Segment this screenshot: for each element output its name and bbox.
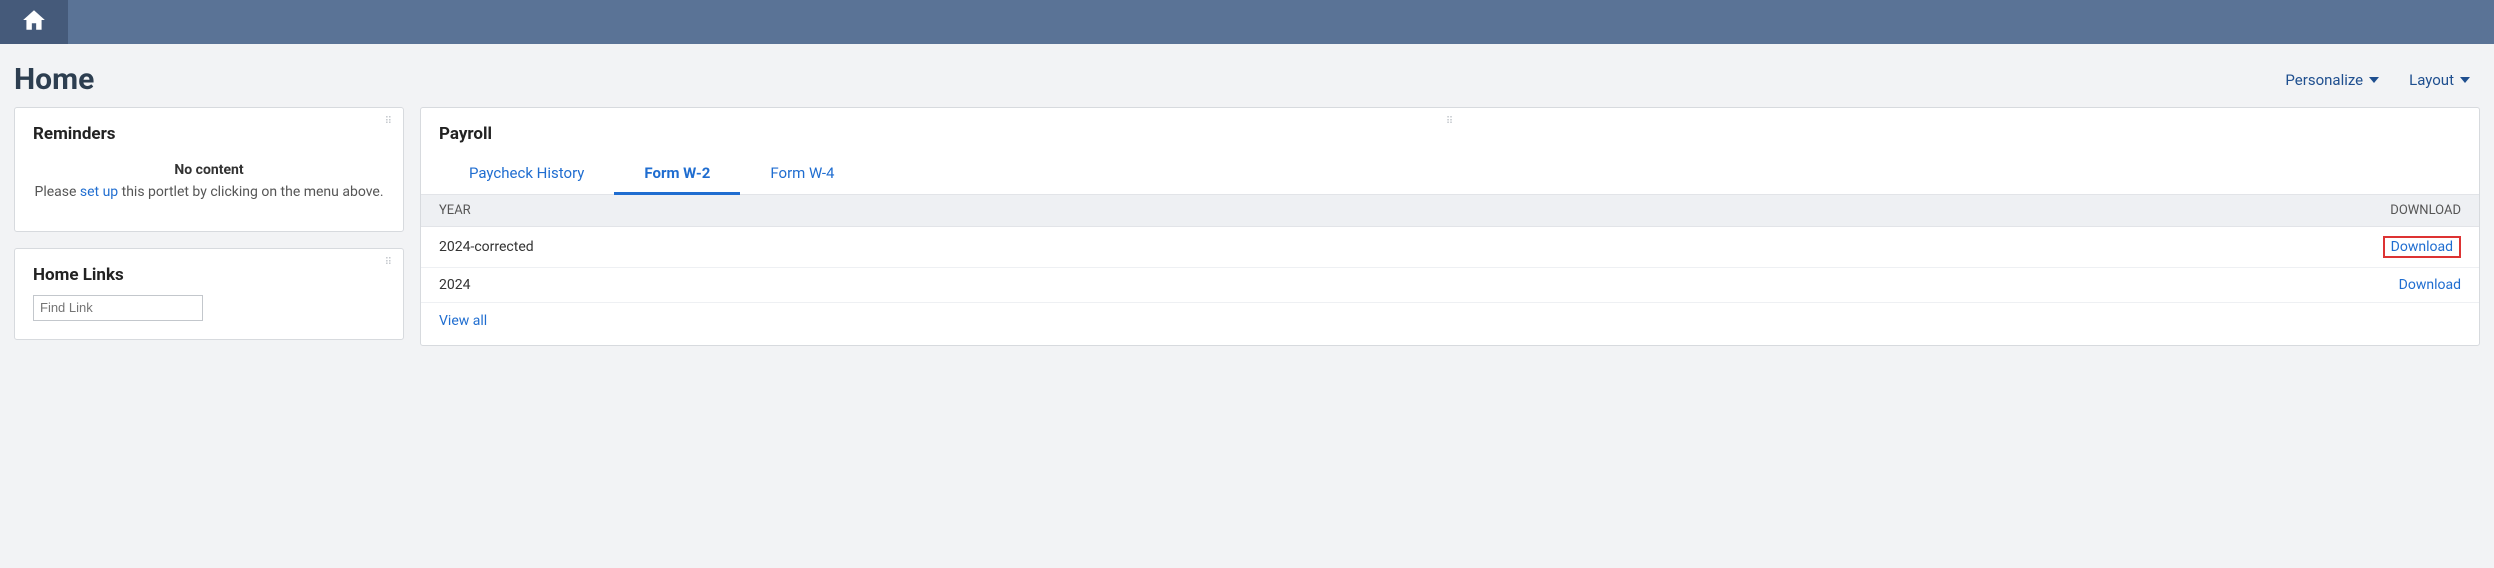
payroll-title: Payroll <box>421 108 2479 154</box>
left-column: ⠿ Reminders No content Please set up thi… <box>14 107 404 340</box>
table-row: 2024 Download <box>421 268 2479 303</box>
col-download: DOWNLOAD <box>1519 195 2479 227</box>
drag-handle-icon[interactable]: ⠿ <box>385 116 393 127</box>
right-column: ⠿ Payroll Paycheck History Form W-2 Form… <box>420 107 2480 346</box>
chevron-down-icon <box>2460 77 2470 83</box>
setup-link[interactable]: set up <box>80 184 118 200</box>
no-content-label: No content <box>31 160 387 180</box>
cell-year: 2024-corrected <box>421 227 1519 268</box>
reminders-portlet: ⠿ Reminders No content Please set up thi… <box>14 107 404 232</box>
tab-paycheck-history[interactable]: Paycheck History <box>439 154 614 195</box>
content-area: ⠿ Reminders No content Please set up thi… <box>0 107 2494 360</box>
view-all-link[interactable]: View all <box>439 313 487 329</box>
reminders-title: Reminders <box>15 108 403 154</box>
col-year: YEAR <box>421 195 1519 227</box>
find-link-input[interactable] <box>33 295 203 321</box>
payroll-tabs: Paycheck History Form W-2 Form W-4 <box>421 154 2479 195</box>
home-icon <box>21 7 47 37</box>
download-link[interactable]: Download <box>2399 277 2461 293</box>
cell-download: Download <box>1519 227 2479 268</box>
tab-form-w4[interactable]: Form W-4 <box>740 154 864 195</box>
personalize-menu[interactable]: Personalize <box>2285 71 2379 89</box>
payroll-portlet: ⠿ Payroll Paycheck History Form W-2 Form… <box>420 107 2480 346</box>
nav-home-button[interactable] <box>0 0 68 44</box>
homelinks-title: Home Links <box>15 249 403 295</box>
reminders-hint-prefix: Please <box>34 184 79 200</box>
cell-year: 2024 <box>421 268 1519 303</box>
drag-handle-icon[interactable]: ⠿ <box>1446 116 1454 127</box>
drag-handle-icon[interactable]: ⠿ <box>385 257 393 268</box>
homelinks-portlet: ⠿ Home Links <box>14 248 404 340</box>
reminders-hint-suffix: this portlet by clicking on the menu abo… <box>118 184 383 200</box>
header-actions: Personalize Layout <box>2285 71 2480 89</box>
cell-download: Download <box>1519 268 2479 303</box>
chevron-down-icon <box>2369 77 2379 83</box>
w2-table: YEAR DOWNLOAD 2024-corrected Download 20… <box>421 195 2479 303</box>
download-link[interactable]: Download <box>2383 236 2461 258</box>
table-row: 2024-corrected Download <box>421 227 2479 268</box>
layout-label: Layout <box>2409 71 2454 89</box>
top-nav-bar <box>0 0 2494 44</box>
view-all-container: View all <box>421 303 2479 345</box>
layout-menu[interactable]: Layout <box>2409 71 2470 89</box>
table-header-row: YEAR DOWNLOAD <box>421 195 2479 227</box>
reminders-body: No content Please set up this portlet by… <box>15 154 403 231</box>
homelinks-body <box>15 295 403 339</box>
personalize-label: Personalize <box>2285 71 2363 89</box>
page-header: Home Personalize Layout <box>0 44 2494 107</box>
page-title: Home <box>14 62 94 97</box>
tab-form-w2[interactable]: Form W-2 <box>614 154 740 195</box>
